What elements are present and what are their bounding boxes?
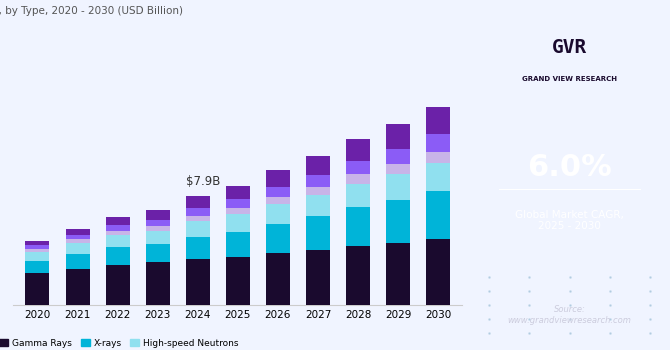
Bar [106, 235, 129, 247]
Bar [66, 269, 90, 304]
Bar [145, 226, 170, 231]
Bar [226, 232, 250, 257]
Bar [66, 229, 90, 235]
Bar [346, 139, 370, 161]
Bar [426, 107, 450, 134]
Bar [266, 204, 290, 224]
Bar [66, 243, 90, 254]
Bar [106, 217, 129, 225]
Bar [145, 220, 170, 226]
Bar [25, 249, 50, 252]
Bar [25, 273, 50, 304]
Bar [266, 224, 290, 253]
Bar [66, 235, 90, 239]
Text: Global Market CAGR,
2025 - 2030: Global Market CAGR, 2025 - 2030 [515, 210, 624, 231]
Bar [25, 261, 50, 273]
Text: Size, by Type, 2020 - 2030 (USD Billion): Size, by Type, 2020 - 2030 (USD Billion) [0, 6, 184, 16]
Bar [226, 214, 250, 232]
Bar [145, 231, 170, 244]
Bar [426, 134, 450, 152]
Bar [226, 186, 250, 199]
Bar [266, 187, 290, 197]
Bar [386, 149, 410, 164]
Bar [25, 241, 50, 245]
Bar [306, 156, 330, 175]
Bar [186, 208, 210, 216]
Bar [306, 216, 330, 250]
Bar [306, 250, 330, 304]
Bar [306, 195, 330, 216]
Bar [426, 191, 450, 239]
Bar [106, 225, 129, 231]
Bar [226, 257, 250, 304]
Bar [426, 163, 450, 191]
Bar [145, 244, 170, 262]
Bar [106, 247, 129, 265]
Bar [386, 200, 410, 243]
Bar [386, 243, 410, 304]
Bar [226, 208, 250, 214]
Bar [426, 239, 450, 304]
Bar [186, 259, 210, 304]
Bar [386, 174, 410, 200]
Bar [346, 183, 370, 207]
Text: 6.0%: 6.0% [527, 154, 612, 182]
Bar [386, 124, 410, 149]
Bar [266, 253, 290, 304]
Bar [186, 222, 210, 237]
Bar [25, 252, 50, 261]
Bar [386, 164, 410, 174]
Bar [145, 262, 170, 304]
Bar [106, 265, 129, 304]
Bar [106, 231, 129, 235]
Bar [346, 207, 370, 246]
Bar [266, 170, 290, 187]
Bar [186, 196, 210, 208]
Bar [25, 245, 50, 249]
Text: $7.9B: $7.9B [186, 175, 220, 188]
Text: GVR: GVR [552, 38, 587, 57]
Bar [306, 175, 330, 187]
Text: Source:
www.grandviewresearch.com: Source: www.grandviewresearch.com [508, 305, 631, 325]
Text: GRAND VIEW RESEARCH: GRAND VIEW RESEARCH [522, 76, 617, 82]
Bar [266, 197, 290, 204]
Bar [66, 239, 90, 243]
Bar [426, 152, 450, 163]
Bar [346, 174, 370, 183]
Bar [346, 161, 370, 174]
Bar [186, 216, 210, 222]
Bar [306, 187, 330, 195]
Bar [226, 199, 250, 208]
Bar [145, 210, 170, 220]
Bar [66, 254, 90, 269]
Bar [186, 237, 210, 259]
Bar [346, 246, 370, 304]
